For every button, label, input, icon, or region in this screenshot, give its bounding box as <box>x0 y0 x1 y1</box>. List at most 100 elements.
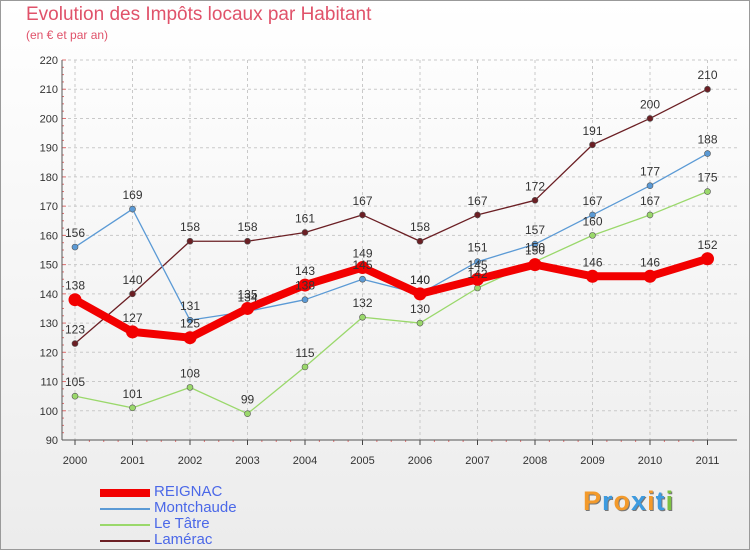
series-reignac <box>68 252 714 345</box>
data-point-reignac <box>586 269 599 283</box>
legend-swatch <box>100 540 150 542</box>
y-tick-label: 130 <box>40 318 58 330</box>
series-line-montchaude <box>74 152 709 321</box>
x-tick-label: 2007 <box>465 455 489 467</box>
x-tick-label: 2009 <box>580 455 604 467</box>
data-point-le-tatre <box>186 384 194 391</box>
data-point-reignac <box>183 331 197 345</box>
data-point-le-tatre <box>71 392 79 400</box>
y-tick-label: 140 <box>40 289 58 301</box>
logo-letter: x <box>631 486 648 516</box>
data-label-montchaude: 169 <box>122 188 142 202</box>
legend-label: Lamérac <box>154 531 213 548</box>
data-label-le-tatre: 142 <box>467 267 487 281</box>
proxiti-logo: Proxiti <box>583 486 674 517</box>
data-point-le-tatre <box>244 410 251 417</box>
data-label-montchaude: 134 <box>237 290 257 304</box>
data-point-lamerac <box>359 211 366 219</box>
data-label-reignac: 138 <box>65 279 85 293</box>
data-point-le-tatre <box>474 284 481 292</box>
data-label-lamerac: 210 <box>697 68 717 82</box>
data-label-reignac: 140 <box>410 273 430 287</box>
legend-swatch <box>100 508 150 510</box>
data-label-reignac: 125 <box>180 317 200 331</box>
series-line-le-tatre <box>74 190 709 415</box>
data-point-montchaude <box>129 205 136 213</box>
data-point-montchaude <box>474 258 481 265</box>
data-point-lamerac <box>129 290 136 298</box>
y-tick-label: 220 <box>40 55 58 67</box>
data-label-montchaude: 188 <box>697 133 717 147</box>
data-point-lamerac <box>186 237 194 245</box>
data-label-le-tatre: 105 <box>65 375 85 389</box>
data-point-le-tatre <box>359 313 366 321</box>
data-label-montchaude: 157 <box>525 223 545 237</box>
data-label-montchaude: 131 <box>180 299 200 313</box>
data-label-lamerac: 172 <box>525 179 545 193</box>
y-tick-label: 100 <box>40 406 58 418</box>
axes: 90 100 110 120 130 140 150 160 170 180 190 200 210 22… <box>40 55 737 467</box>
data-point-lamerac <box>704 85 711 93</box>
data-label-le-tatre: 132 <box>352 296 372 310</box>
data-point-montchaude <box>646 182 654 189</box>
data-point-lamerac <box>646 115 654 122</box>
legend-label: Le Tâtre <box>154 515 210 532</box>
logo-letter: o <box>613 486 632 516</box>
y-tick-label: 150 <box>40 260 58 272</box>
data-point-le-tatre <box>589 232 596 239</box>
data-label-montchaude: 138 <box>295 279 315 293</box>
y-tick-label: 160 <box>40 230 58 242</box>
grid <box>62 59 737 440</box>
y-tick-label: 190 <box>40 143 58 155</box>
data-point-reignac <box>241 301 254 315</box>
data-label-le-tatre: 115 <box>295 346 314 360</box>
series-line-reignac <box>71 254 712 342</box>
y-tick-label: 170 <box>40 201 58 213</box>
data-point-montchaude <box>359 275 366 283</box>
data-point-lamerac <box>71 340 79 347</box>
data-point-le-tatre <box>416 319 424 327</box>
logo-letter: t <box>655 486 666 516</box>
x-tick-label: 2000 <box>63 455 87 467</box>
data-point-reignac <box>701 252 714 266</box>
data-point-reignac <box>643 269 657 283</box>
data-point-reignac <box>528 258 542 272</box>
series-montchaude <box>71 150 711 324</box>
data-label-reignac: 143 <box>295 264 315 278</box>
data-label-lamerac: 140 <box>122 273 142 287</box>
data-label-le-tatre: 160 <box>582 214 602 228</box>
data-label-le-tatre: 167 <box>640 194 660 208</box>
y-tick-label: 110 <box>40 377 58 389</box>
x-tick-label: 2011 <box>696 455 720 467</box>
legend-label: REIGNAC <box>154 483 223 500</box>
data-point-le-tatre <box>301 363 309 371</box>
data-point-le-tatre <box>704 188 711 195</box>
data-point-reignac <box>356 261 369 275</box>
logo-letter: i <box>647 486 656 516</box>
series-line-lamerac <box>74 88 709 345</box>
data-point-montchaude <box>301 296 309 303</box>
data-point-lamerac <box>474 211 481 219</box>
data-label-reignac: 127 <box>122 311 142 325</box>
series-le-tatre <box>71 188 711 417</box>
data-label-reignac: 146 <box>582 255 602 269</box>
data-point-montchaude <box>531 240 539 248</box>
data-point-montchaude <box>589 211 596 219</box>
legend-swatch <box>100 524 150 526</box>
data-point-le-tatre <box>129 404 136 412</box>
data-label-lamerac: 161 <box>295 211 315 225</box>
x-tick-label: 2006 <box>408 455 432 467</box>
data-point-reignac <box>298 278 312 292</box>
data-point-reignac <box>126 325 139 339</box>
data-point-montchaude <box>186 316 194 324</box>
data-label-le-tatre: 101 <box>122 387 142 401</box>
x-tick-label: 2008 <box>523 455 547 467</box>
y-tick-label: 180 <box>40 172 58 184</box>
data-label-le-tatre: 99 <box>241 393 255 407</box>
data-point-reignac <box>68 293 82 307</box>
y-tick-label: 120 <box>40 347 58 359</box>
y-tick-label: 200 <box>40 113 58 125</box>
data-label-le-tatre: 130 <box>410 302 430 316</box>
data-label-montchaude: 156 <box>65 226 85 240</box>
x-tick-label: 2002 <box>178 455 202 467</box>
